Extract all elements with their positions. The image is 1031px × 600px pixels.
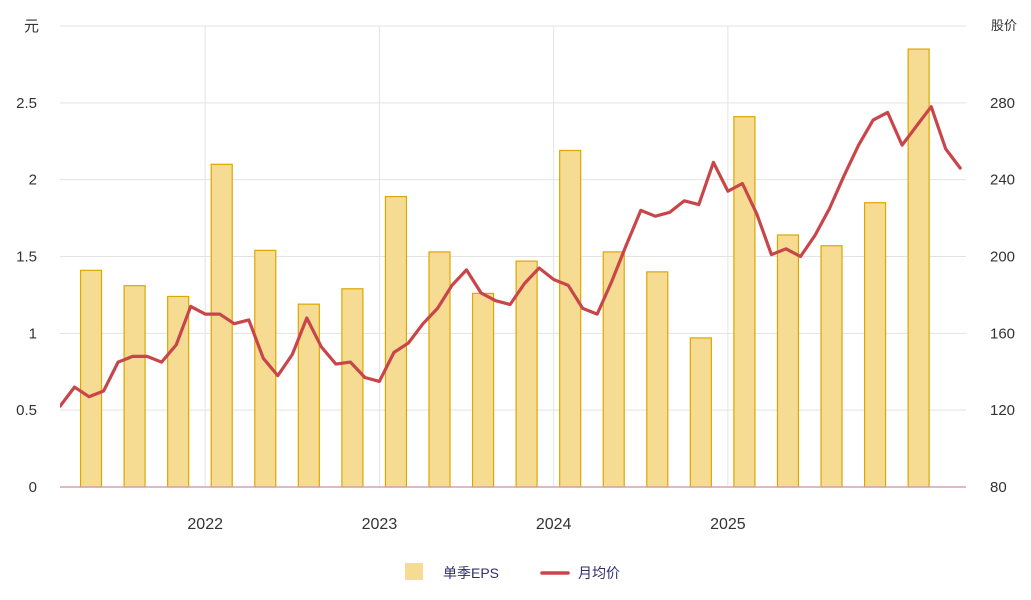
eps-bar[interactable] — [384, 195, 408, 488]
right-tick-label: 80 — [990, 479, 1007, 496]
eps-bar[interactable] — [167, 295, 190, 488]
left-tick-label: 1.5 — [16, 249, 37, 266]
right-tick-label: 280 — [990, 95, 1015, 112]
eps-bar[interactable] — [559, 149, 582, 488]
eps-bar[interactable] — [79, 269, 103, 488]
eps-bar[interactable] — [863, 202, 887, 488]
left-tick-label: 0 — [29, 479, 37, 496]
eps-bar[interactable] — [471, 292, 495, 488]
x-tick-label: 2025 — [710, 516, 746, 533]
left-tick-label: 0.5 — [16, 402, 37, 419]
eps-bar[interactable] — [646, 271, 669, 488]
eps-bar[interactable] — [515, 260, 538, 488]
x-tick-label: 2024 — [536, 516, 572, 533]
eps-bar[interactable] — [820, 245, 843, 488]
eps-bar[interactable] — [123, 285, 146, 488]
right-tick-label: 160 — [990, 325, 1015, 342]
left-axis-unit: 元 — [24, 18, 39, 35]
eps-bar[interactable] — [689, 337, 712, 488]
right-axis-unit: 股价 — [991, 18, 1017, 33]
eps-bar[interactable] — [602, 251, 625, 488]
legend-label-price: 月均价 — [578, 565, 620, 581]
eps-bars — [79, 48, 930, 488]
right-tick-label: 240 — [990, 172, 1015, 189]
legend: 单季EPS 月均价 — [405, 563, 620, 581]
eps-bar[interactable] — [733, 116, 756, 488]
legend-item-price[interactable]: 月均价 — [540, 565, 620, 581]
eps-bar[interactable] — [776, 234, 800, 488]
x-tick-label: 2023 — [362, 516, 398, 533]
left-tick-label: 2 — [29, 172, 37, 189]
axes: 0 0.5 1 1.5 2 2.5 80 120 160 200 240 280 2022 2023 202… — [16, 95, 1015, 533]
left-tick-label: 1 — [29, 325, 37, 342]
legend-item-eps[interactable]: 单季EPS — [405, 563, 499, 581]
price-line[interactable] — [60, 105, 962, 408]
legend-label-eps: 单季EPS — [443, 565, 499, 581]
right-tick-label: 200 — [990, 249, 1015, 266]
left-tick-label: 2.5 — [16, 95, 37, 112]
eps-bar[interactable] — [210, 163, 233, 488]
legend-bar-swatch — [405, 563, 423, 580]
eps-bar[interactable] — [428, 251, 451, 488]
x-tick-label: 2022 — [187, 516, 223, 533]
price-line-group — [60, 105, 962, 408]
eps-bar[interactable] — [341, 288, 364, 488]
right-tick-label: 120 — [990, 402, 1015, 419]
